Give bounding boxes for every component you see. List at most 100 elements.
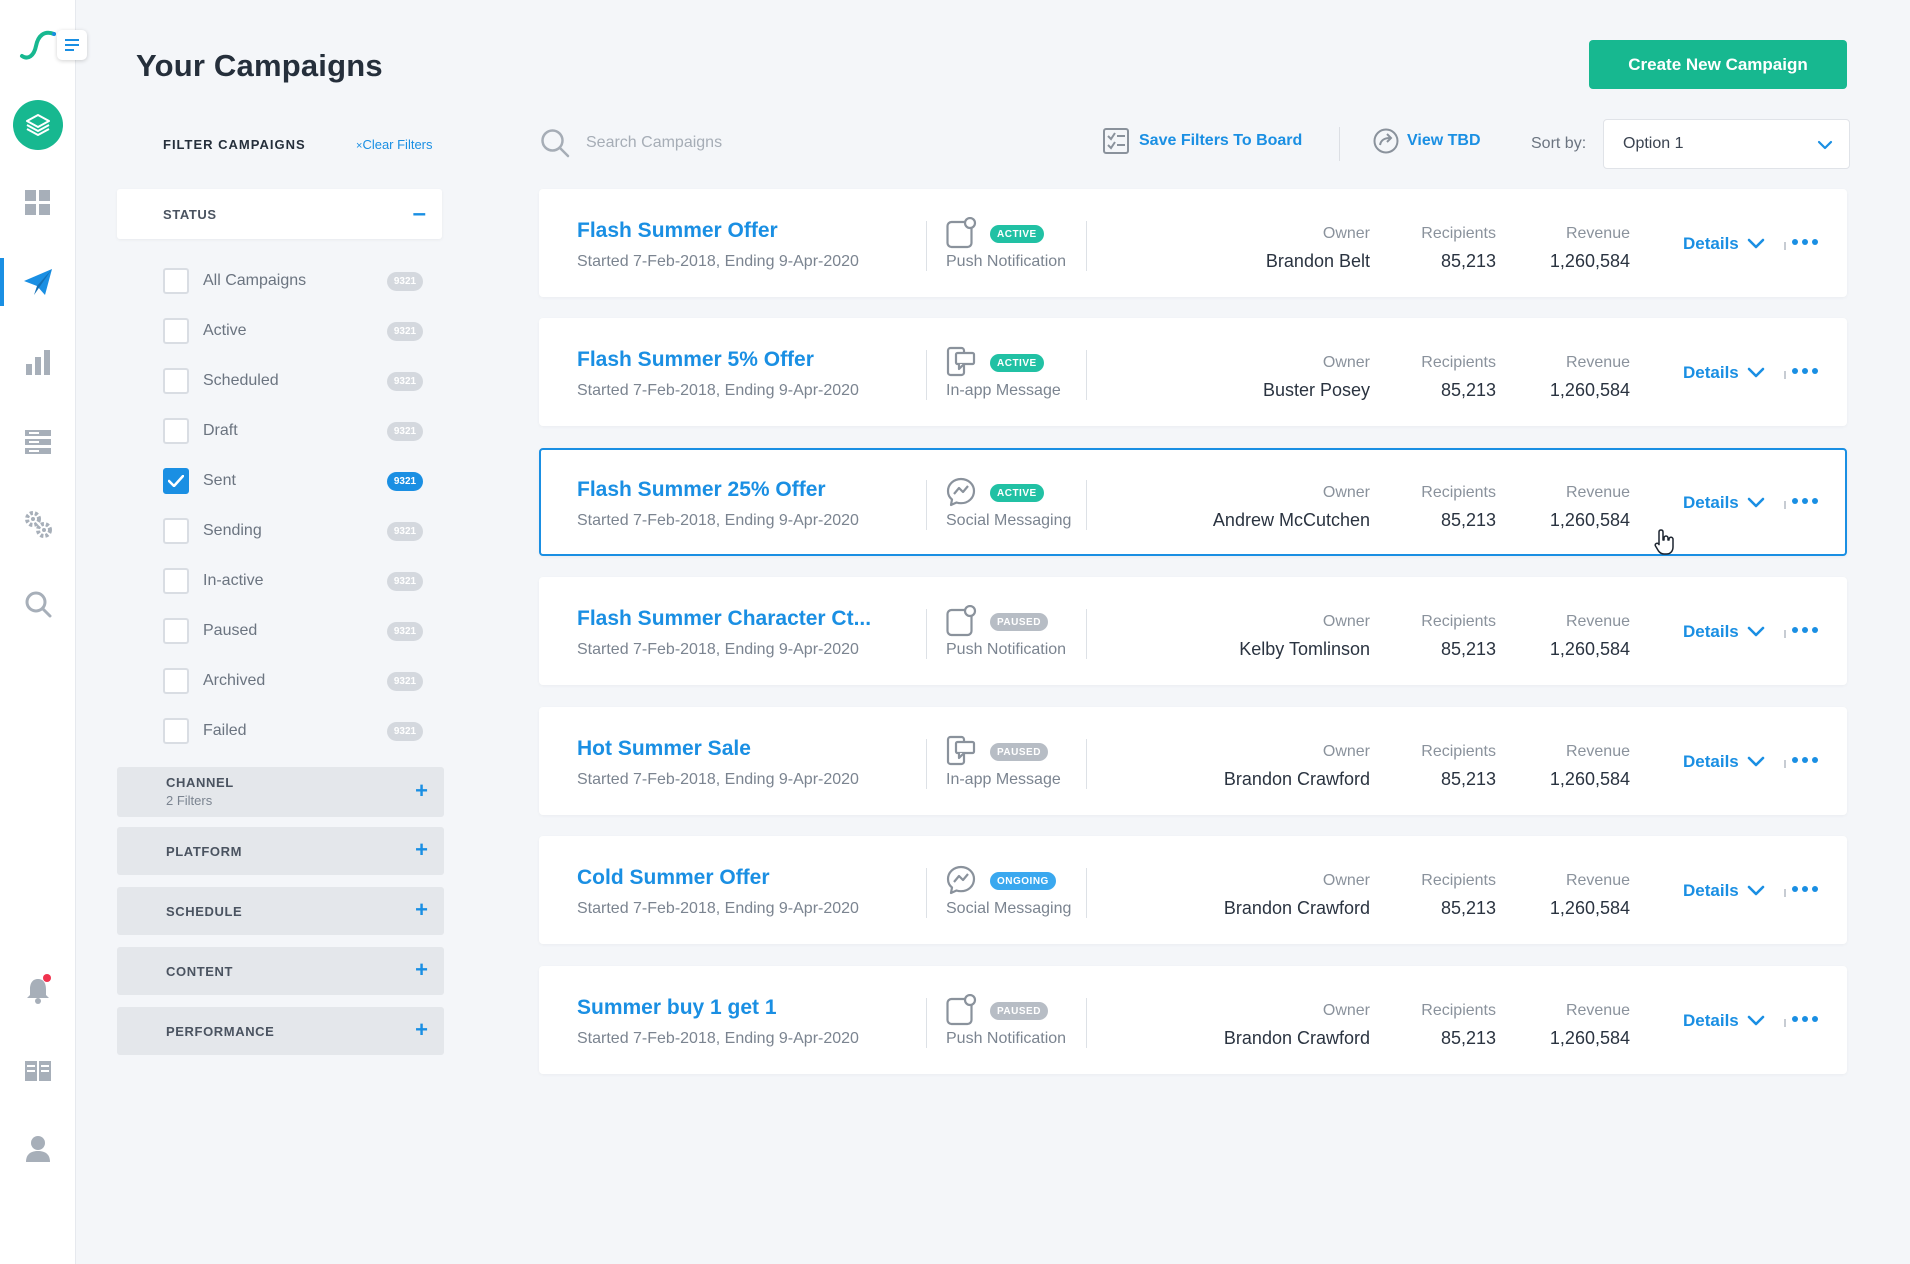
more-options-icon[interactable] <box>1792 886 1822 892</box>
status-section-header[interactable]: STATUS – <box>117 189 442 239</box>
nav-item-campaigns[interactable] <box>0 252 75 312</box>
clear-filters-link[interactable]: ×Clear Filters <box>356 137 433 152</box>
search-input[interactable] <box>584 133 928 153</box>
nav-item-settings[interactable] <box>0 494 75 554</box>
campaign-card[interactable]: Hot Summer Sale Started 7-Feb-2018, Endi… <box>539 707 1847 815</box>
details-toggle-button[interactable]: Details <box>1683 234 1765 254</box>
checkbox[interactable] <box>163 418 189 444</box>
more-options-icon[interactable] <box>1792 239 1822 245</box>
nav-item-search[interactable] <box>0 574 75 634</box>
campaign-name-link[interactable]: Flash Summer 5% Offer <box>577 348 814 371</box>
status-filter-sending[interactable]: Sending 9321 <box>163 506 423 556</box>
details-toggle-button[interactable]: Details <box>1683 1011 1765 1031</box>
checkbox[interactable] <box>163 618 189 644</box>
expand-plus-icon[interactable]: + <box>415 778 428 803</box>
count-badge: 9321 <box>387 272 423 291</box>
checkbox[interactable] <box>163 668 189 694</box>
nav-item-notifications[interactable] <box>0 960 75 1020</box>
filter-section-performance[interactable]: PERFORMANCE + <box>117 1007 444 1055</box>
more-options-icon[interactable] <box>1792 368 1822 374</box>
revenue-value: 1,260,584 <box>1549 639 1630 659</box>
status-filter-sent[interactable]: Sent 9321 <box>163 456 423 506</box>
filter-section-schedule[interactable]: SCHEDULE + <box>117 887 444 935</box>
details-toggle-button[interactable]: Details <box>1683 881 1765 901</box>
card-divider <box>1086 868 1087 918</box>
campaign-card[interactable]: Flash Summer Offer Started 7-Feb-2018, E… <box>539 189 1847 297</box>
status-filter-paused[interactable]: Paused 9321 <box>163 606 423 656</box>
expand-plus-icon[interactable]: + <box>415 897 428 922</box>
details-toggle-button[interactable]: Details <box>1683 363 1765 383</box>
status-filter-active[interactable]: Active 9321 <box>163 306 423 356</box>
chevron-down-icon <box>1747 1015 1765 1026</box>
campaign-card[interactable]: Flash Summer 5% Offer Started 7-Feb-2018… <box>539 318 1847 426</box>
campaign-name-link[interactable]: Summer buy 1 get 1 <box>577 996 777 1019</box>
search-icon <box>25 591 51 618</box>
view-tbd-button[interactable]: View TBD <box>1373 128 1481 154</box>
expand-plus-icon[interactable]: + <box>415 1017 428 1042</box>
details-toggle-button[interactable]: Details <box>1683 622 1765 642</box>
nav-item-analytics[interactable] <box>0 332 75 392</box>
campaign-name-link[interactable]: Hot Summer Sale <box>577 737 751 760</box>
campaign-channel: Social Messaging <box>946 512 1072 529</box>
filter-campaigns-title: FILTER CAMPAIGNS <box>163 137 306 152</box>
expand-plus-icon[interactable]: + <box>415 837 428 862</box>
details-toggle-button[interactable]: Details <box>1683 493 1765 513</box>
filter-section-platform[interactable]: PLATFORM + <box>117 827 444 875</box>
campaign-name-link[interactable]: Cold Summer Offer <box>577 866 770 889</box>
campaign-name-link[interactable]: Flash Summer Character Ct... <box>577 607 872 630</box>
filter-section-content[interactable]: CONTENT + <box>117 947 444 995</box>
more-options-icon[interactable] <box>1792 1016 1822 1022</box>
nav-item-profile[interactable] <box>0 1119 75 1179</box>
checkbox[interactable] <box>163 568 189 594</box>
status-filter-label: Scheduled <box>203 372 279 389</box>
more-options-icon[interactable] <box>1792 498 1822 504</box>
more-options-icon[interactable] <box>1792 627 1822 633</box>
filter-section-channel[interactable]: CHANNEL 2 Filters + <box>117 767 444 817</box>
status-filter-draft[interactable]: Draft 9321 <box>163 406 423 456</box>
nav-item-home[interactable] <box>0 95 75 155</box>
card-divider <box>1086 998 1087 1048</box>
chevron-down-icon <box>1817 140 1833 150</box>
campaign-card[interactable]: Flash Summer Character Ct... Started 7-F… <box>539 577 1847 685</box>
campaign-card-selected[interactable]: Flash Summer 25% Offer Started 7-Feb-201… <box>539 448 1847 556</box>
campaign-card[interactable]: Summer buy 1 get 1 Started 7-Feb-2018, E… <box>539 966 1847 1074</box>
campaign-name-link[interactable]: Flash Summer Offer <box>577 219 778 242</box>
card-divider <box>1784 1019 1786 1027</box>
status-filter-inactive[interactable]: In-active 9321 <box>163 556 423 606</box>
status-filter-all-campaigns[interactable]: All Campaigns 9321 <box>163 256 423 306</box>
details-toggle-button[interactable]: Details <box>1683 752 1765 772</box>
checkbox[interactable] <box>163 318 189 344</box>
status-filter-label: Paused <box>203 622 258 639</box>
checkbox[interactable] <box>163 518 189 544</box>
notification-dot <box>43 974 51 982</box>
nav-item-lists[interactable] <box>0 412 75 472</box>
save-filters-to-board-button[interactable]: Save Filters To Board <box>1103 128 1302 154</box>
count-badge: 9321 <box>387 672 423 691</box>
nav-item-docs[interactable] <box>0 1041 75 1101</box>
chevron-down-icon <box>1747 885 1765 896</box>
recipients-value: 85,213 <box>1440 510 1496 530</box>
checkbox[interactable] <box>163 368 189 394</box>
status-filter-archived[interactable]: Archived 9321 <box>163 656 423 706</box>
hand-cursor-icon <box>1654 529 1674 555</box>
more-options-icon[interactable] <box>1792 757 1822 763</box>
checkbox[interactable] <box>163 718 189 744</box>
details-label: Details <box>1683 622 1739 641</box>
nav-item-dashboard[interactable] <box>0 173 75 233</box>
campaign-name-link[interactable]: Flash Summer 25% Offer <box>577 478 826 501</box>
status-filter-scheduled[interactable]: Scheduled 9321 <box>163 356 423 406</box>
brand-logo-icon[interactable] <box>18 26 58 66</box>
left-nav-rail <box>0 0 87 1264</box>
checkbox-checked[interactable] <box>163 468 189 494</box>
expand-plus-icon[interactable]: + <box>415 957 428 982</box>
collapse-minus-icon[interactable]: – <box>412 200 426 227</box>
count-badge: 9321 <box>387 522 423 541</box>
sort-by-select[interactable]: Option 1 <box>1603 119 1850 169</box>
create-new-campaign-button[interactable]: Create New Campaign <box>1589 40 1847 89</box>
count-badge: 9321 <box>387 572 423 591</box>
menu-toggle-button[interactable] <box>57 30 87 60</box>
checkbox[interactable] <box>163 268 189 294</box>
status-filter-failed[interactable]: Failed 9321 <box>163 706 423 756</box>
campaign-dates: Started 7-Feb-2018, Ending 9-Apr-2020 <box>577 641 859 658</box>
campaign-card[interactable]: Cold Summer Offer Started 7-Feb-2018, En… <box>539 836 1847 944</box>
